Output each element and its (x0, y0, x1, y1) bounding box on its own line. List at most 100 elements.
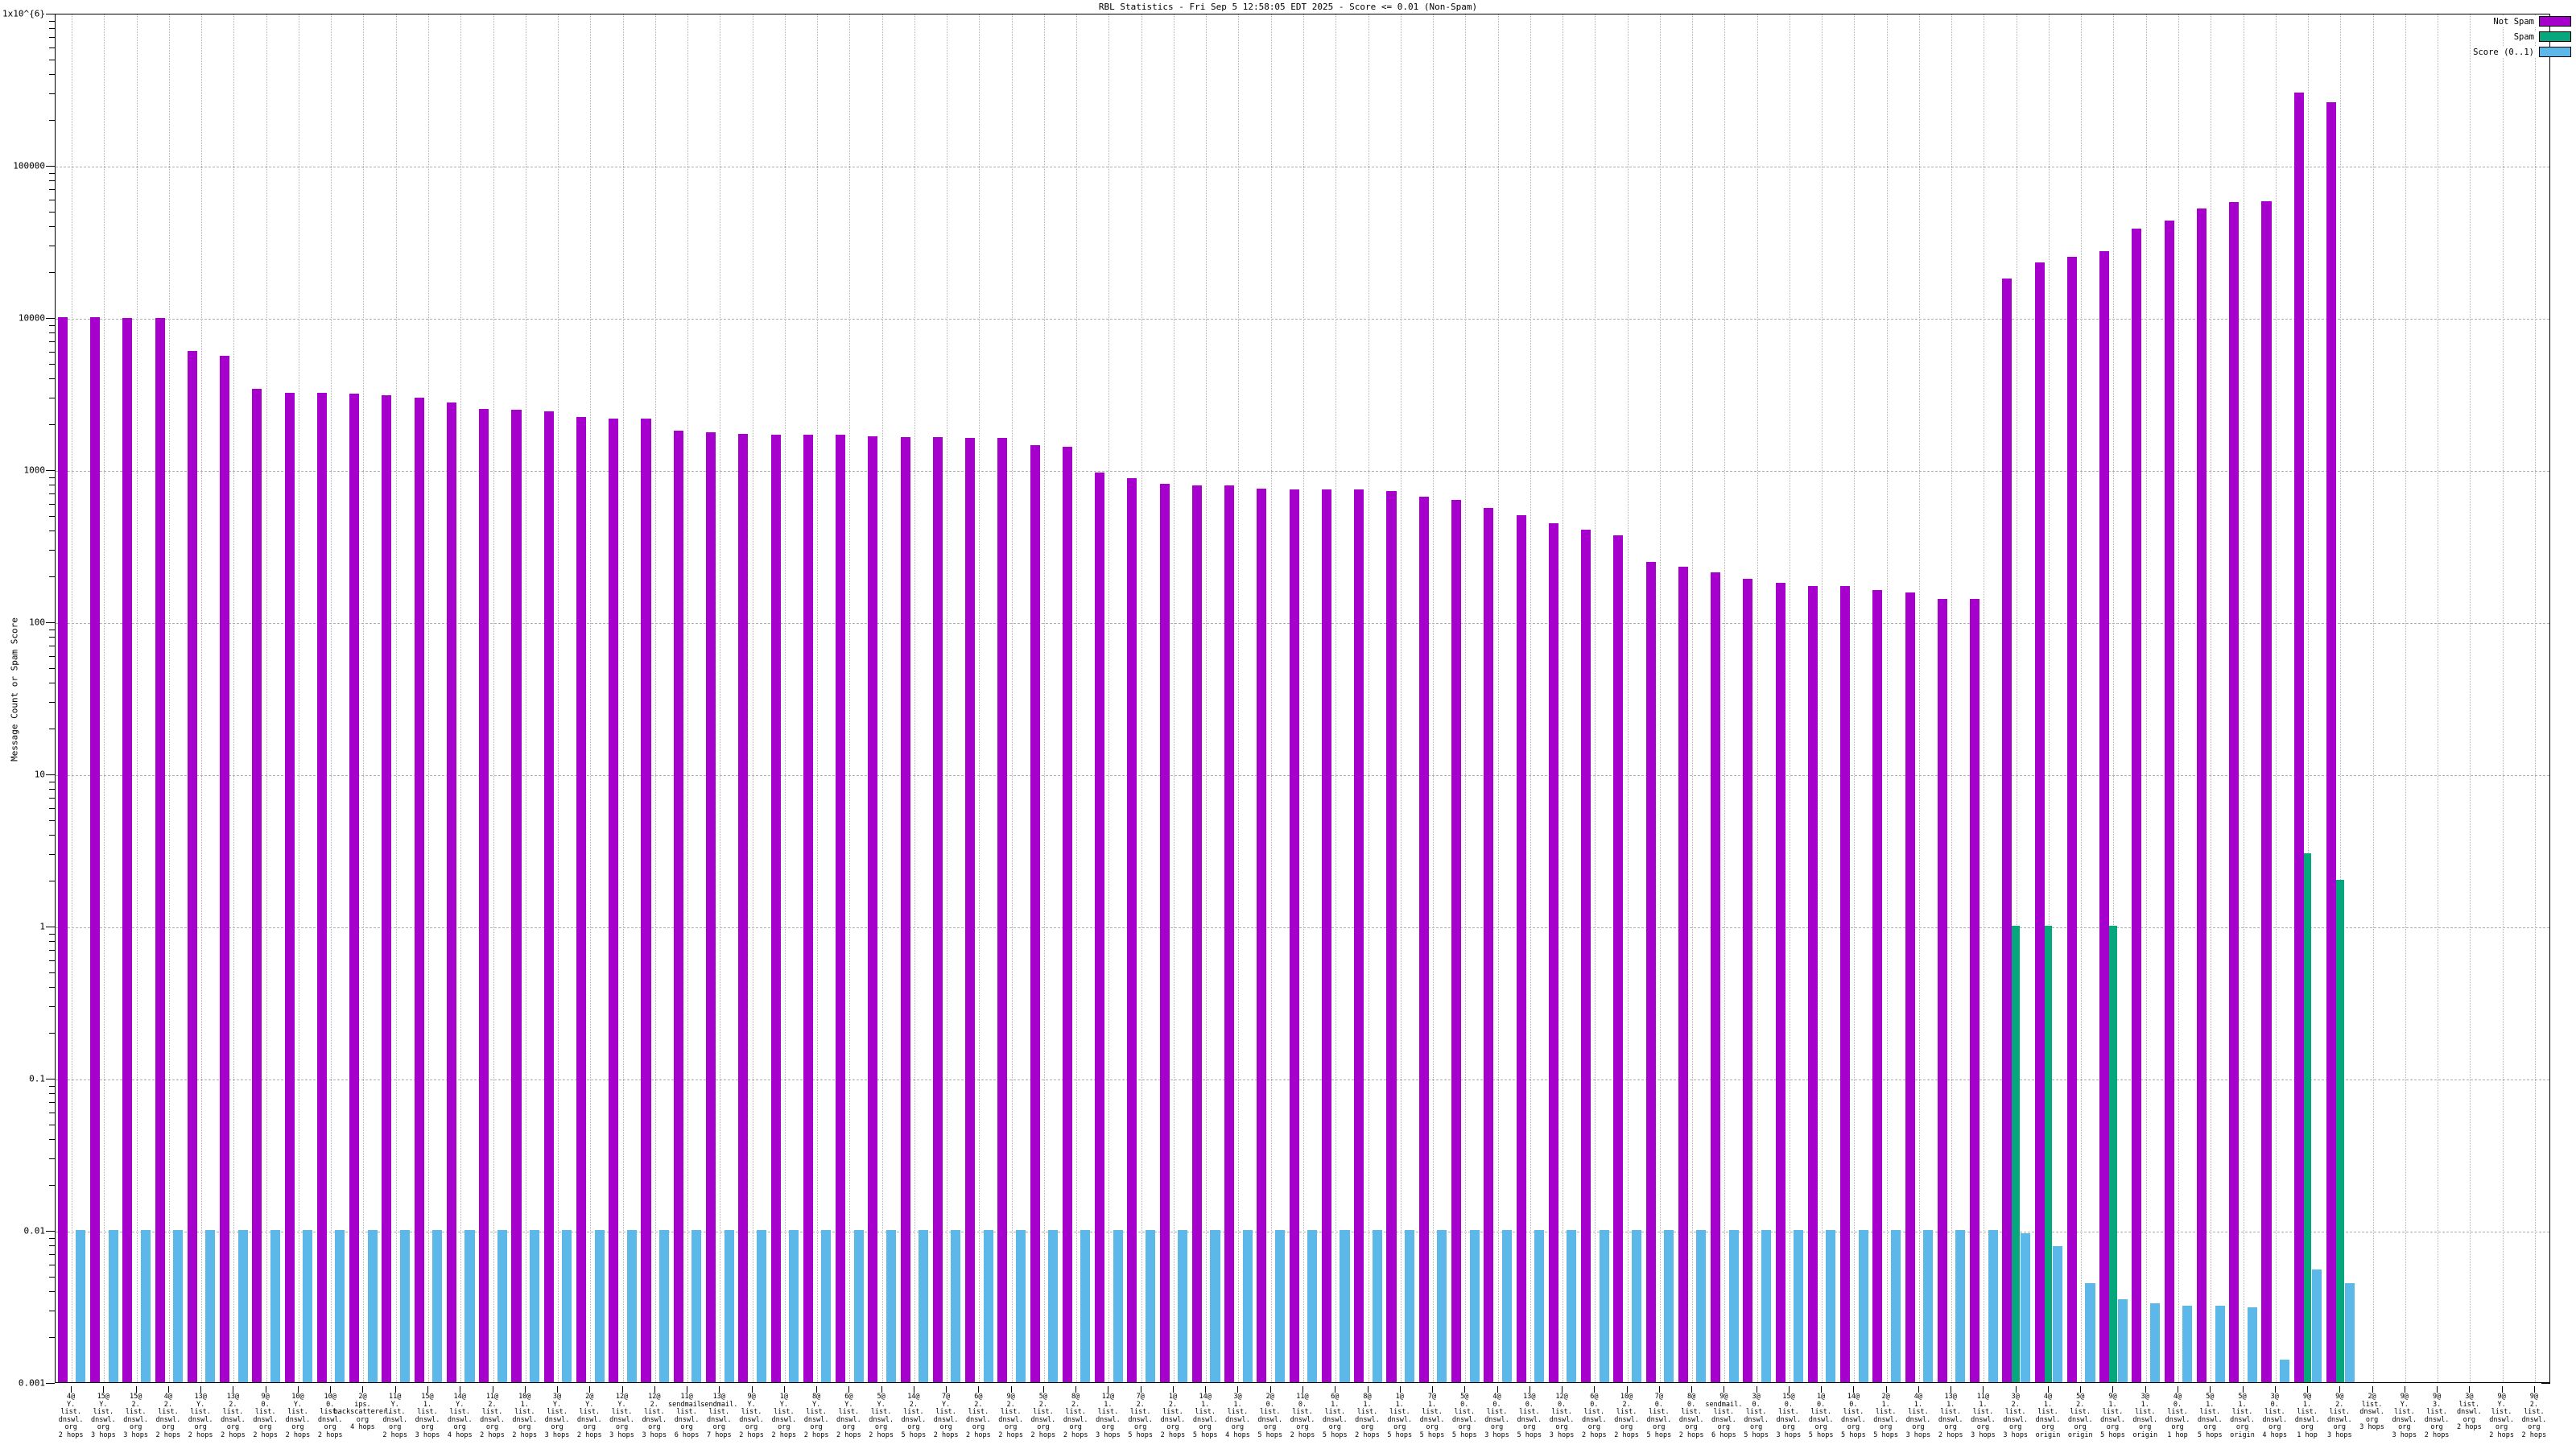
bar-not-spam[interactable] (2099, 251, 2110, 1382)
bar-not-spam[interactable] (803, 435, 813, 1382)
bar-group[interactable] (671, 14, 704, 1382)
bar-not-spam[interactable] (252, 388, 262, 1382)
bar-score[interactable] (497, 1230, 507, 1382)
bar-group[interactable] (1935, 14, 1967, 1382)
bar-group[interactable] (121, 14, 153, 1382)
bar-spam[interactable] (2012, 926, 2021, 1382)
bar-score[interactable] (1080, 1230, 1091, 1382)
bar-group[interactable] (347, 14, 379, 1382)
bar-score[interactable] (1242, 1230, 1253, 1382)
bar-group[interactable] (1319, 14, 1352, 1382)
bar-group[interactable] (2033, 14, 2065, 1382)
bar-score[interactable] (821, 1230, 832, 1382)
bar-group[interactable] (1579, 14, 1611, 1382)
bar-score[interactable] (2117, 1299, 2128, 1382)
bar-group[interactable] (1644, 14, 1676, 1382)
bar-not-spam[interactable] (1645, 562, 1656, 1382)
bar-group[interactable] (1676, 14, 1708, 1382)
bar-group[interactable] (606, 14, 638, 1382)
bar-not-spam[interactable] (1030, 444, 1040, 1382)
bar-spam[interactable] (2109, 926, 2117, 1382)
bar-group[interactable] (1417, 14, 1449, 1382)
bar-score[interactable] (1923, 1230, 1934, 1382)
bar-not-spam[interactable] (57, 317, 68, 1382)
bar-group[interactable] (88, 14, 120, 1382)
bar-not-spam[interactable] (1224, 485, 1235, 1382)
bar-score[interactable] (2085, 1282, 2095, 1382)
bar-not-spam[interactable] (2326, 101, 2337, 1382)
bar-score[interactable] (1794, 1230, 1804, 1382)
bar-not-spam[interactable] (1321, 489, 1331, 1382)
bar-score[interactable] (691, 1230, 702, 1382)
bar-score[interactable] (886, 1230, 896, 1382)
bar-group[interactable] (542, 14, 574, 1382)
bar-group[interactable] (1060, 14, 1092, 1382)
bar-group[interactable] (56, 14, 88, 1382)
bar-not-spam[interactable] (2132, 229, 2142, 1382)
bar-score[interactable] (1405, 1230, 1415, 1382)
bar-group[interactable] (1741, 14, 1773, 1382)
bar-group[interactable] (2324, 14, 2356, 1382)
bar-group[interactable] (996, 14, 1028, 1382)
bar-not-spam[interactable] (641, 419, 651, 1382)
bar-score[interactable] (399, 1230, 411, 1382)
bar-not-spam[interactable] (997, 438, 1008, 1382)
bar-group[interactable] (1806, 14, 1838, 1382)
bar-score[interactable] (1955, 1230, 1966, 1382)
bar-group[interactable] (2519, 14, 2549, 1382)
bar-score[interactable] (1728, 1230, 1739, 1382)
bar-score[interactable] (1761, 1230, 1771, 1382)
bar-not-spam[interactable] (1775, 582, 1785, 1382)
bar-score[interactable] (1534, 1230, 1545, 1382)
bar-score[interactable] (626, 1230, 637, 1382)
bar-not-spam[interactable] (2261, 200, 2272, 1382)
bar-group[interactable] (1611, 14, 1643, 1382)
bar-score[interactable] (173, 1230, 184, 1382)
bar-not-spam[interactable] (414, 398, 424, 1382)
bar-score[interactable] (1664, 1230, 1674, 1382)
bar-not-spam[interactable] (511, 410, 522, 1382)
bar-group[interactable] (2097, 14, 2129, 1382)
bar-group[interactable] (574, 14, 606, 1382)
bar-not-spam[interactable] (1484, 507, 1494, 1382)
bar-score[interactable] (1826, 1230, 1836, 1382)
bar-score[interactable] (562, 1230, 572, 1382)
bar-score[interactable] (1469, 1230, 1480, 1382)
bar-score[interactable] (1145, 1230, 1155, 1382)
bar-not-spam[interactable] (2002, 278, 2013, 1382)
bar-group[interactable] (477, 14, 509, 1382)
bar-score[interactable] (2053, 1246, 2063, 1382)
bar-score[interactable] (756, 1230, 766, 1382)
bar-score[interactable] (270, 1230, 280, 1382)
bar-not-spam[interactable] (316, 392, 327, 1382)
bar-group[interactable] (1773, 14, 1806, 1382)
bar-score[interactable] (2312, 1269, 2322, 1382)
bar-score[interactable] (1340, 1230, 1350, 1382)
bar-score[interactable] (464, 1230, 475, 1382)
bar-score[interactable] (1599, 1230, 1609, 1382)
bar-not-spam[interactable] (349, 393, 360, 1382)
bar-not-spam[interactable] (1678, 566, 1688, 1382)
bar-score[interactable] (1437, 1230, 1447, 1382)
bar-group[interactable] (1838, 14, 1870, 1382)
bar-not-spam[interactable] (1937, 599, 1947, 1382)
bar-spam[interactable] (2336, 880, 2344, 1382)
bar-score[interactable] (1890, 1230, 1901, 1382)
bar-not-spam[interactable] (1711, 572, 1721, 1382)
bar-group[interactable] (153, 14, 185, 1382)
bar-group[interactable] (963, 14, 995, 1382)
bar-not-spam[interactable] (2034, 262, 2045, 1382)
bar-score[interactable] (1274, 1230, 1286, 1382)
bar-score[interactable] (2020, 1233, 2030, 1382)
bar-score[interactable] (529, 1230, 540, 1382)
bar-score[interactable] (1048, 1230, 1059, 1382)
bar-score[interactable] (853, 1230, 864, 1382)
bar-group[interactable] (380, 14, 412, 1382)
bar-group[interactable] (736, 14, 768, 1382)
bar-score[interactable] (1988, 1230, 1998, 1382)
bar-score[interactable] (367, 1230, 378, 1382)
bar-score[interactable] (1210, 1230, 1220, 1382)
bar-group[interactable] (250, 14, 283, 1382)
bar-not-spam[interactable] (1970, 599, 1980, 1382)
bar-not-spam[interactable] (1354, 489, 1364, 1382)
